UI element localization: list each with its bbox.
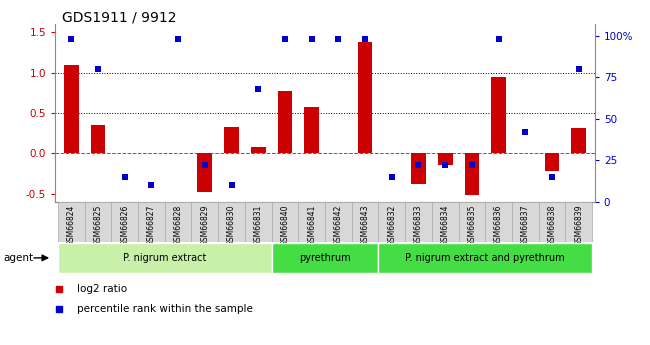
Text: log2 ratio: log2 ratio — [77, 284, 127, 294]
Bar — [218, 202, 245, 242]
Text: GSM66842: GSM66842 — [334, 205, 343, 246]
Bar — [138, 202, 164, 242]
Text: GSM66835: GSM66835 — [467, 205, 476, 246]
Text: GSM66839: GSM66839 — [574, 205, 583, 246]
Point — [93, 66, 103, 72]
Text: GSM66841: GSM66841 — [307, 205, 316, 246]
Text: GSM66843: GSM66843 — [361, 205, 370, 246]
Text: GSM66830: GSM66830 — [227, 205, 236, 246]
Bar — [111, 202, 138, 242]
Text: GSM66832: GSM66832 — [387, 205, 396, 246]
Text: percentile rank within the sample: percentile rank within the sample — [77, 304, 253, 314]
Text: P. nigrum extract and pyrethrum: P. nigrum extract and pyrethrum — [406, 253, 565, 263]
Point — [547, 174, 557, 180]
Text: pyrethrum: pyrethrum — [299, 253, 351, 263]
Bar — [58, 202, 84, 242]
Point — [253, 86, 263, 92]
Bar — [272, 202, 298, 242]
Text: GSM66828: GSM66828 — [174, 205, 183, 246]
Bar — [192, 202, 218, 242]
Bar — [272, 243, 378, 273]
Bar — [458, 202, 486, 242]
Text: GSM66837: GSM66837 — [521, 205, 530, 246]
Text: GSM66824: GSM66824 — [67, 205, 76, 246]
Bar — [539, 202, 566, 242]
Point — [413, 162, 424, 168]
Text: GSM66826: GSM66826 — [120, 205, 129, 246]
Point — [387, 174, 397, 180]
Bar — [358, 42, 372, 154]
Text: GDS1911 / 9912: GDS1911 / 9912 — [62, 10, 176, 24]
Point — [333, 36, 344, 42]
Bar — [224, 127, 239, 154]
Bar — [432, 202, 458, 242]
Bar — [405, 202, 432, 242]
Text: P. nigrum extract: P. nigrum extract — [123, 253, 207, 263]
Point — [467, 162, 477, 168]
Point — [306, 36, 317, 42]
Text: GSM66834: GSM66834 — [441, 205, 450, 246]
Text: GSM66840: GSM66840 — [280, 205, 289, 246]
Bar — [378, 202, 405, 242]
Point — [200, 162, 210, 168]
Bar — [378, 243, 592, 273]
Bar — [298, 202, 325, 242]
Bar — [438, 154, 452, 166]
Bar — [545, 154, 560, 171]
Bar — [491, 77, 506, 154]
Bar — [411, 154, 426, 184]
Text: GSM66829: GSM66829 — [200, 205, 209, 246]
Text: GSM66836: GSM66836 — [494, 205, 503, 246]
Bar — [58, 243, 272, 273]
Point — [120, 174, 130, 180]
Bar — [90, 125, 105, 154]
Bar — [164, 202, 192, 242]
Bar — [198, 154, 212, 192]
Bar — [84, 202, 111, 242]
Text: GSM66825: GSM66825 — [94, 205, 103, 246]
Point — [146, 183, 157, 188]
Point — [360, 36, 370, 42]
Point — [226, 183, 237, 188]
Bar — [465, 154, 479, 195]
Point — [573, 66, 584, 72]
Point — [440, 162, 450, 168]
Point — [66, 36, 77, 42]
Point — [493, 36, 504, 42]
Text: GSM66833: GSM66833 — [414, 205, 423, 246]
Point — [280, 36, 290, 42]
Point — [173, 36, 183, 42]
Bar — [64, 65, 79, 154]
Bar — [325, 202, 352, 242]
Text: GSM66838: GSM66838 — [547, 205, 556, 246]
Bar — [566, 202, 592, 242]
Bar — [512, 202, 539, 242]
Bar — [245, 202, 272, 242]
Text: agent: agent — [3, 253, 33, 263]
Point — [520, 129, 530, 135]
Text: GSM66831: GSM66831 — [254, 205, 263, 246]
Bar — [486, 202, 512, 242]
Bar — [352, 202, 378, 242]
Bar — [278, 91, 292, 154]
Bar — [304, 107, 319, 154]
Text: GSM66827: GSM66827 — [147, 205, 156, 246]
Bar — [571, 128, 586, 154]
Bar — [251, 147, 266, 154]
